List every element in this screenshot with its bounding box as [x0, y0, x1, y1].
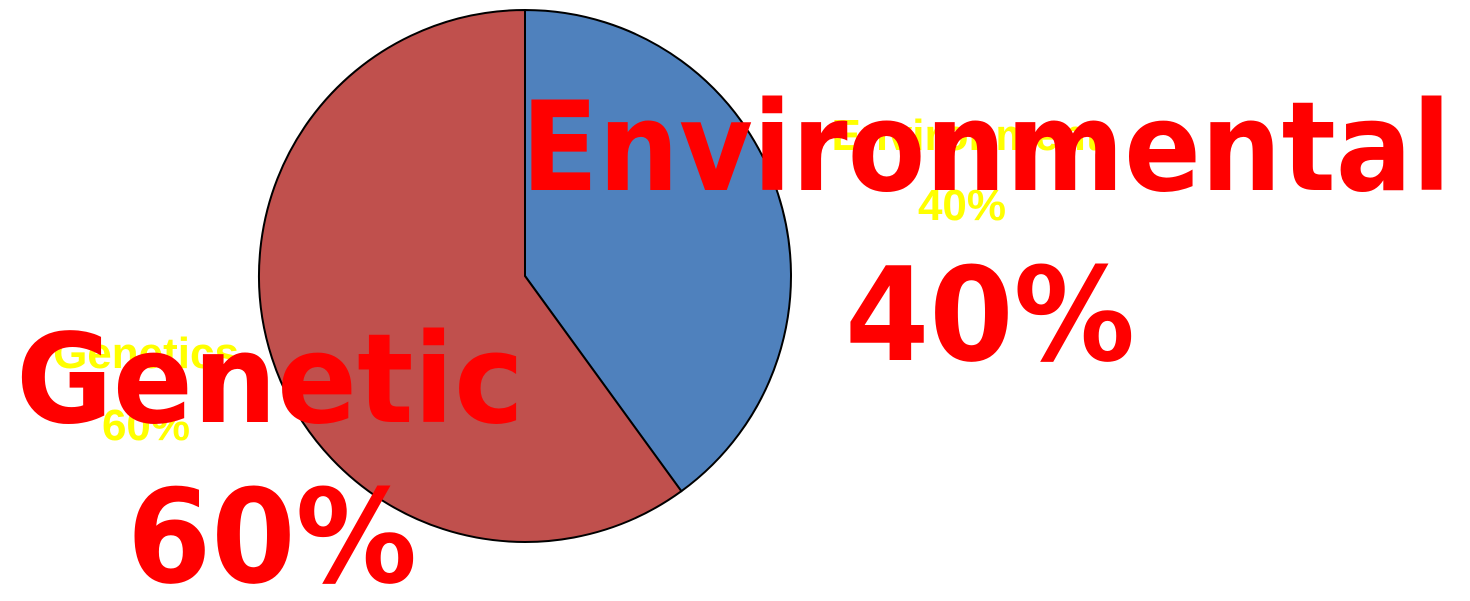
pie-slice-genetics	[258, 8, 683, 543]
slice-value-environment: 40%	[918, 181, 1006, 230]
pie-slice-environment	[524, 8, 792, 493]
annotation-genetic-value: 60%	[127, 461, 417, 601]
pie-slices	[258, 8, 792, 543]
annotation-genetic-label: Genetic	[16, 308, 524, 452]
slice-value-genetics: 60%	[102, 401, 190, 450]
annotation-environmental-label: Environmental	[521, 76, 1451, 220]
annotation-environmental-value: 40%	[845, 239, 1135, 391]
slice-label-genetics: Genetics	[53, 329, 239, 378]
slice-label-environment: Environment	[832, 111, 1101, 160]
